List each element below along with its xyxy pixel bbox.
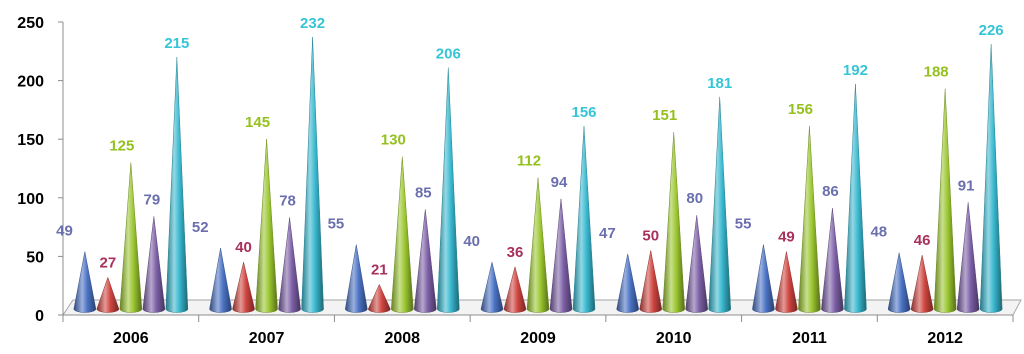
cone-bar [685, 215, 708, 313]
cone-bar [255, 139, 278, 313]
cone-bar [549, 198, 573, 313]
x-tick-label: 2012 [927, 330, 963, 347]
data-label: 188 [924, 64, 949, 81]
cone-bar [708, 96, 731, 313]
data-label: 80 [686, 190, 703, 207]
data-label: 49 [56, 223, 73, 240]
cone-bar [662, 132, 685, 313]
data-label: 151 [652, 107, 677, 124]
cone-bar [73, 251, 97, 313]
cone-bar [887, 252, 911, 313]
data-label: 130 [381, 132, 406, 149]
cone-bar [391, 156, 414, 313]
y-tick-label: 100 [17, 191, 44, 208]
x-tick-label: 2011 [792, 330, 827, 347]
x-tick-label: 2007 [249, 330, 285, 347]
cone-bar [821, 208, 844, 313]
data-label: 40 [235, 239, 252, 256]
cone-bar [503, 265, 527, 313]
cone-bar [232, 262, 255, 313]
data-labels: 49 27 125 79 215 52 40 145 78 232 55 21 130 85 206 40 36… [56, 15, 1003, 278]
cone-bar [956, 202, 980, 313]
data-label: 85 [415, 184, 432, 201]
cone-bar [572, 126, 596, 313]
data-label: 49 [778, 229, 795, 246]
data-label: 36 [507, 244, 524, 261]
data-label: 52 [192, 219, 209, 236]
data-label: 94 [551, 174, 568, 191]
data-label: 40 [463, 233, 480, 250]
x-tick-label: 2009 [520, 330, 556, 347]
cone-bar [345, 244, 368, 313]
y-tick-label: 150 [17, 132, 44, 149]
cone-bar [209, 248, 232, 313]
cone-bar [414, 209, 437, 313]
data-label: 27 [100, 254, 117, 271]
cone-bar [278, 217, 301, 313]
data-label: 145 [245, 114, 270, 131]
data-label: 55 [328, 216, 345, 233]
cone-bar [775, 251, 798, 313]
cone-bar [165, 57, 189, 313]
data-label: 21 [371, 261, 388, 278]
cone-bar [368, 283, 391, 313]
data-label: 47 [599, 225, 616, 242]
y-tick-label: 50 [26, 249, 44, 266]
data-label: 48 [870, 224, 887, 241]
axes: 0 50 100 150 200 250 2006 2007 2008 2009 2010 2011 2… [17, 15, 1014, 347]
cone-bar [526, 177, 550, 313]
data-label: 206 [436, 46, 461, 63]
y-tick-label: 200 [17, 74, 44, 91]
y-tick-label: 0 [35, 308, 44, 325]
cone-bar [616, 253, 639, 313]
data-label: 125 [109, 138, 134, 155]
data-label: 192 [843, 62, 868, 79]
data-label: 46 [914, 232, 931, 249]
cone-bar [301, 37, 324, 313]
data-label: 181 [707, 75, 732, 92]
cone-bar [910, 255, 934, 313]
data-label: 50 [642, 227, 659, 244]
cone-bar [437, 67, 460, 313]
cone-bar [752, 244, 775, 313]
data-label: 79 [144, 191, 161, 208]
cones [73, 37, 1003, 313]
data-label: 226 [979, 22, 1004, 39]
data-label: 232 [300, 15, 325, 32]
y-tick-label: 250 [17, 15, 44, 32]
cone-bar [639, 250, 662, 313]
data-label: 156 [571, 104, 596, 121]
data-label: 86 [822, 183, 839, 200]
cone-bar [142, 216, 166, 313]
cone-bar [96, 276, 120, 313]
data-label: 156 [788, 101, 813, 118]
data-label: 112 [517, 153, 541, 170]
cone-bar [844, 83, 867, 313]
x-tick-label: 2008 [384, 330, 420, 347]
cone-bar [480, 262, 504, 313]
cone-bar [798, 126, 821, 313]
cone-bar [119, 162, 143, 313]
cone-bar [933, 88, 957, 313]
x-tick-label: 2010 [656, 330, 692, 347]
data-label: 91 [958, 177, 975, 194]
x-tick-label: 2006 [113, 330, 149, 347]
cone-bar [979, 44, 1003, 313]
data-label: 215 [164, 35, 189, 52]
data-label: 78 [279, 193, 296, 210]
data-label: 55 [735, 216, 752, 233]
